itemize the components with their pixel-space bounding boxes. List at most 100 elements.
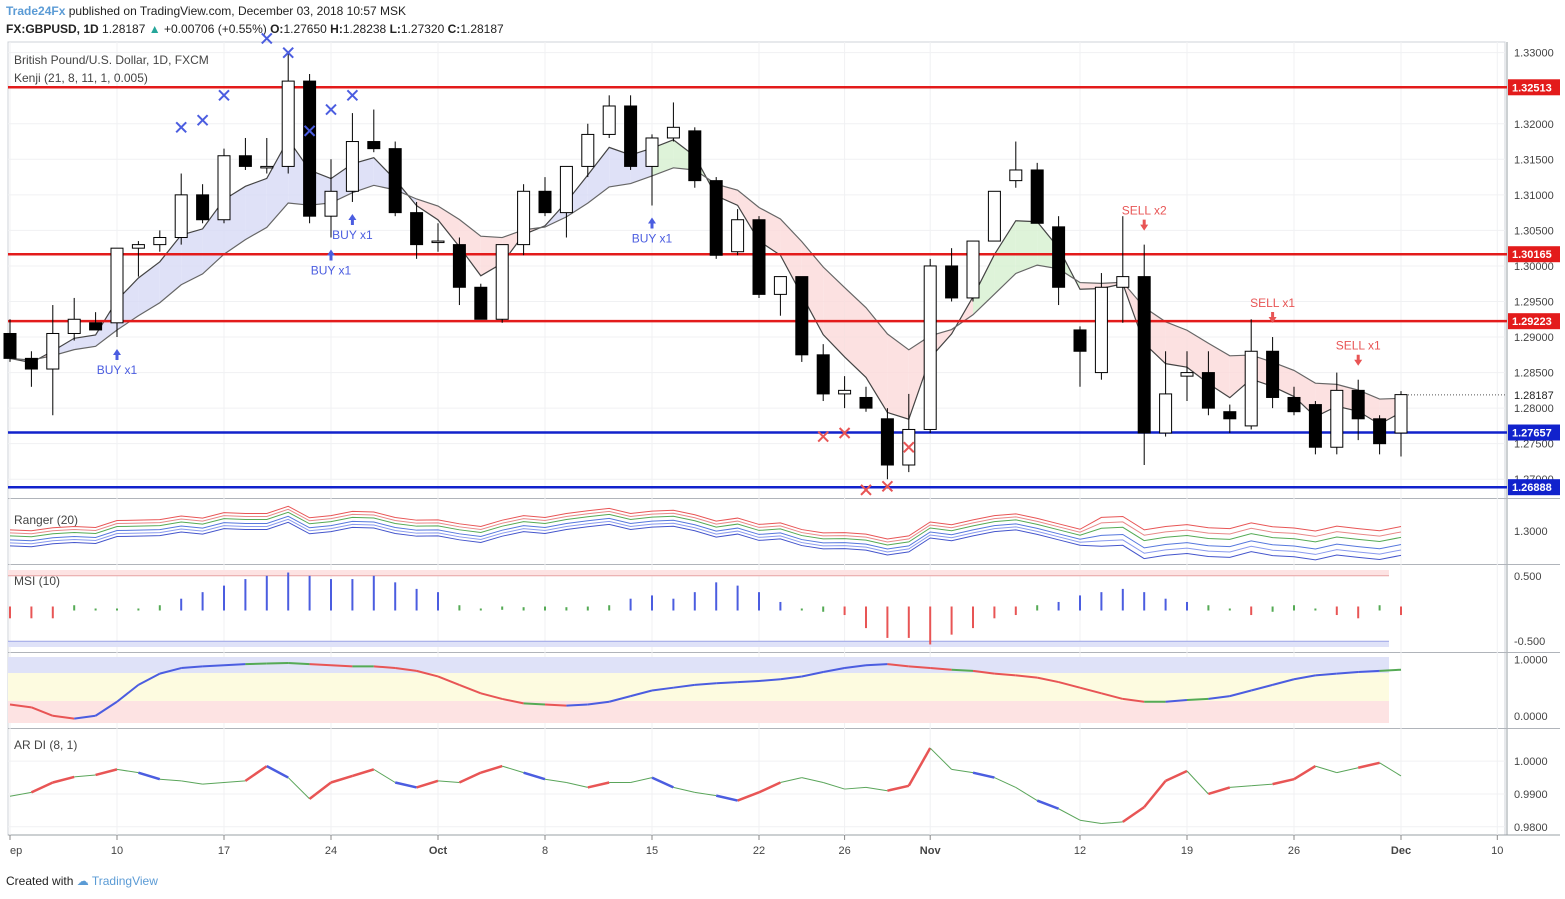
kenji-cloud-segment bbox=[138, 261, 160, 316]
tdi-line-segment bbox=[1165, 699, 1188, 703]
buy-signal-label: BUY x1 bbox=[311, 264, 352, 278]
price-level-label: 1.30165 bbox=[1512, 249, 1552, 261]
chart-title: British Pound/U.S. Dollar, 1D, FXCM bbox=[14, 53, 209, 67]
candle-body bbox=[602, 105, 616, 135]
buy-arrow-icon bbox=[113, 349, 121, 361]
x-tick-label: 22 bbox=[753, 845, 765, 857]
candle-body bbox=[1287, 396, 1301, 413]
x-tick-label: 19 bbox=[1181, 845, 1193, 857]
ardi-y-label: 1.0000 bbox=[1514, 756, 1548, 768]
tdi-line-segment bbox=[1186, 697, 1209, 702]
ardi-line-segment bbox=[801, 777, 824, 783]
cross-marker-icon bbox=[325, 103, 337, 116]
tdi-line-segment bbox=[159, 667, 182, 675]
open-label: O: bbox=[270, 22, 284, 36]
sell-signal-label: SELL x1 bbox=[1336, 339, 1381, 353]
ardi-line-segment bbox=[244, 765, 268, 782]
x-tick-label: Dec bbox=[1391, 845, 1411, 857]
ardi-line-segment bbox=[630, 777, 653, 783]
tdi-line-segment bbox=[1208, 695, 1230, 700]
cross-marker-icon bbox=[261, 32, 273, 45]
up-arrow-icon: ▲ bbox=[148, 22, 161, 36]
kenji-cloud-segment bbox=[844, 287, 866, 378]
candle-body bbox=[838, 389, 852, 395]
x-tick-label: Nov bbox=[920, 845, 942, 857]
msi-y-label: 0.500 bbox=[1514, 571, 1542, 583]
ardi-line-segment bbox=[544, 778, 567, 783]
candle-body bbox=[731, 219, 745, 253]
tdi-line-segment bbox=[1036, 676, 1059, 684]
y-tick-label: 1.31500 bbox=[1514, 154, 1554, 166]
tdi-line-segment bbox=[52, 714, 75, 720]
change-value: +0.00706 (+0.55%) bbox=[164, 22, 267, 36]
ardi-line-segment bbox=[1336, 767, 1359, 774]
y-tick-label: 1.29000 bbox=[1514, 332, 1554, 344]
tradingview-link[interactable]: TradingView bbox=[91, 874, 158, 888]
cross-marker-icon bbox=[838, 427, 851, 439]
tdi-line-segment bbox=[395, 667, 417, 672]
tdi-line-segment bbox=[544, 703, 567, 707]
ardi-line-segment bbox=[694, 791, 717, 797]
tdi-line-segment bbox=[844, 664, 867, 670]
tdi-line-segment bbox=[651, 686, 674, 692]
kenji-cloud-segment bbox=[1187, 330, 1209, 384]
tdi-line-segment bbox=[523, 702, 546, 706]
ardi-line-segment bbox=[394, 781, 417, 789]
candle-body bbox=[452, 244, 466, 288]
buy-signal-label: BUY x1 bbox=[97, 363, 138, 377]
tdi-line-segment bbox=[1315, 672, 1337, 677]
candle-body bbox=[880, 418, 894, 466]
tdi-line-segment bbox=[1101, 692, 1124, 700]
x-tick-label: 12 bbox=[1074, 845, 1086, 857]
ardi-line-segment bbox=[1208, 786, 1231, 796]
candle-body bbox=[1116, 276, 1130, 288]
ardi-line-segment bbox=[1143, 780, 1167, 808]
candle-body bbox=[773, 276, 787, 295]
kenji-cloud-segment bbox=[416, 198, 438, 220]
ardi-line-segment bbox=[480, 764, 503, 774]
ardi-line-segment bbox=[1251, 783, 1273, 787]
candle-body bbox=[666, 126, 680, 139]
candle-body bbox=[987, 190, 1001, 242]
kenji-cloud-segment bbox=[994, 220, 1016, 295]
candle-body bbox=[1351, 389, 1365, 420]
ardi-line-segment bbox=[9, 791, 32, 797]
candle-body bbox=[517, 190, 531, 246]
ardi-line-segment bbox=[1315, 765, 1337, 774]
candle-body bbox=[46, 332, 60, 370]
tdi-line-segment bbox=[801, 670, 824, 678]
indicator-label: Kenji (21, 8, 11, 1, 0.005) bbox=[14, 71, 148, 85]
symbol-label: FX:GBPUSD, 1D bbox=[6, 22, 99, 36]
kenji-cloud-segment bbox=[823, 267, 845, 357]
tdi-line-segment bbox=[1336, 670, 1359, 675]
tradingview-logo-icon[interactable]: ☁ bbox=[76, 874, 89, 888]
ardi-line-segment bbox=[1101, 821, 1123, 825]
buy-arrow-icon bbox=[348, 213, 357, 225]
sell-signal-label: SELL x1 bbox=[1250, 296, 1295, 310]
price-level-tag bbox=[1508, 246, 1560, 263]
tdi-line-segment bbox=[181, 665, 203, 670]
ranger-band-line bbox=[9, 505, 1402, 540]
ardi-line-segment bbox=[502, 765, 524, 774]
sell-arrow-icon bbox=[1140, 219, 1149, 231]
tdi-upper-zone bbox=[8, 657, 1389, 673]
cross-marker-icon bbox=[346, 89, 359, 102]
author-name[interactable]: Trade24Fx bbox=[6, 4, 66, 18]
candle-body bbox=[945, 265, 959, 299]
msi-y-label: -0.500 bbox=[1514, 636, 1545, 648]
price-level-label: 1.26888 bbox=[1512, 482, 1552, 494]
ardi-line-segment bbox=[416, 779, 439, 789]
ardi-line-segment bbox=[1293, 765, 1317, 781]
tdi-lower-zone bbox=[8, 701, 1389, 723]
ardi-line-segment bbox=[266, 764, 289, 779]
candle-body bbox=[238, 155, 252, 167]
cross-marker-icon bbox=[817, 430, 829, 443]
kenji-cloud-segment bbox=[973, 254, 995, 315]
ardi-line-segment bbox=[223, 780, 246, 783]
ardi-line-segment bbox=[138, 771, 161, 781]
x-tick-label: 8 bbox=[542, 845, 548, 857]
ardi-line-segment bbox=[159, 778, 182, 782]
ardi-line-segment bbox=[52, 775, 75, 784]
candle-body bbox=[1201, 372, 1215, 409]
